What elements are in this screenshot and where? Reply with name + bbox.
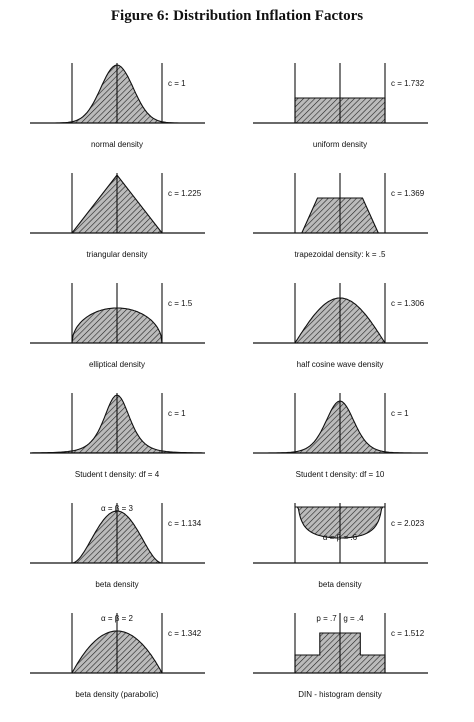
c-value: c = 1.512: [391, 629, 425, 638]
c-value: c = 1: [168, 79, 186, 88]
c-value: c = 1.134: [168, 519, 202, 528]
parameter-note: α = β = .6: [323, 533, 358, 542]
parameter-note: α = β = 3: [101, 504, 133, 513]
panel-label: beta density: [95, 580, 138, 589]
panel-label: trapezoidal density: k = .5: [295, 250, 386, 259]
parameter-note: α = β = 2: [101, 614, 133, 623]
panel-label: normal density: [91, 140, 143, 149]
panel-label: half cosine wave density: [297, 360, 384, 369]
c-value: c = 1.732: [391, 79, 425, 88]
c-value: c = 1: [391, 409, 409, 418]
panel-label: beta density (parabolic): [75, 690, 158, 699]
figure-title: Figure 6: Distribution Inflation Factors: [111, 8, 363, 24]
panel-label: triangular density: [87, 250, 148, 259]
panel-label: beta density: [318, 580, 361, 589]
panel-label: Student t density: df = 4: [75, 470, 160, 479]
panel-label: Student t density: df = 10: [296, 470, 385, 479]
c-value: c = 1.369: [391, 189, 425, 198]
parameter-note: p = .7 , g = .4: [316, 614, 364, 623]
c-value: c = 1.306: [391, 299, 425, 308]
panel-label: uniform density: [313, 140, 367, 149]
c-value: c = 2.023: [391, 519, 425, 528]
c-value: c = 1: [168, 409, 186, 418]
panel-label: DIN - histogram density: [298, 690, 382, 699]
c-value: c = 1.5: [168, 299, 193, 308]
c-value: c = 1.342: [168, 629, 202, 638]
panel-label: elliptical density: [89, 360, 145, 369]
c-value: c = 1.225: [168, 189, 202, 198]
